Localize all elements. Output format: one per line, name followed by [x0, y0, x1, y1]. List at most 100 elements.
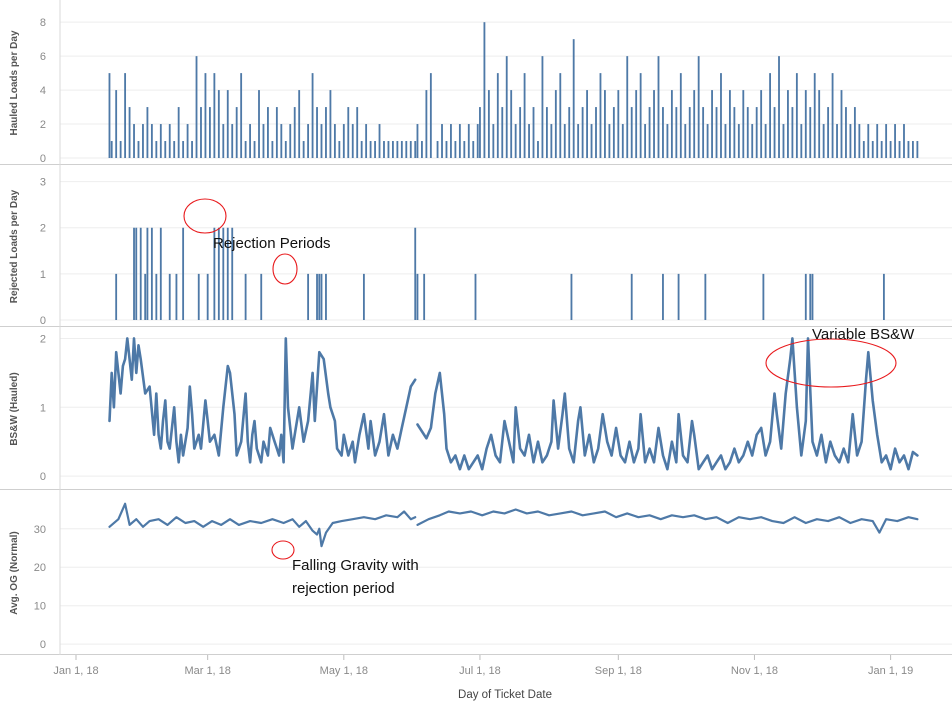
hauled-bar	[253, 141, 256, 158]
hauled-bar	[213, 73, 216, 158]
hauled-bar	[119, 141, 122, 158]
hauled-bar	[787, 90, 789, 158]
bsw-y-tick-label: 2	[40, 333, 46, 345]
hauled-bar	[876, 124, 879, 158]
hauled-bar	[885, 124, 888, 158]
hauled-bar	[351, 124, 354, 158]
rejected-bar	[570, 273, 573, 320]
hauled-bar	[445, 141, 448, 158]
hauled-bar	[822, 124, 825, 158]
hauled-bar	[222, 124, 225, 158]
rejected-bar	[423, 273, 426, 320]
hauled-bar	[133, 124, 135, 158]
hauled-bar	[782, 124, 785, 158]
rejected-bar	[704, 273, 707, 320]
hauled-bar	[298, 90, 301, 158]
hauled-bar	[235, 107, 238, 158]
hauled-bar	[657, 56, 660, 158]
hauled-y-axis-label: Hauled Loads per Day	[9, 30, 20, 135]
hauled-bar	[778, 56, 780, 158]
hauled-bar	[849, 124, 852, 158]
hauled-bar	[262, 124, 265, 158]
hauled-bar	[182, 141, 185, 158]
hauled-bar	[360, 141, 363, 158]
hauled-bar	[563, 124, 566, 158]
hauled-bar	[191, 141, 193, 158]
hauled-bar	[586, 90, 588, 158]
hauled-bar	[155, 141, 158, 158]
hauled-bar	[853, 107, 856, 158]
hauled-bar	[338, 141, 341, 158]
hauled-bar	[409, 141, 412, 158]
hauled-bar	[733, 107, 736, 158]
hauled-bar	[675, 107, 678, 158]
hauled-bar	[858, 124, 861, 158]
rejected-bar	[217, 227, 220, 320]
hauled-bar	[391, 141, 394, 158]
hauled-bar	[630, 107, 633, 158]
og-y-tick-label: 0	[40, 639, 46, 651]
hauled-bar	[200, 107, 202, 158]
hauled-bar	[595, 107, 597, 158]
hauled-bar	[208, 107, 211, 158]
hauled-bar	[916, 141, 919, 158]
hauled-bar	[621, 124, 624, 158]
hauled-bar	[333, 124, 336, 158]
hauled-bar	[666, 124, 669, 158]
hauled-bar	[697, 56, 700, 158]
hauled-bar	[688, 107, 691, 158]
hauled-bar	[519, 107, 522, 158]
og-line	[108, 502, 417, 548]
hauled-bar	[378, 124, 381, 158]
hauled-bar	[311, 73, 314, 158]
hauled-bar	[764, 124, 767, 158]
hauled-bar	[369, 141, 372, 158]
hauled-bar	[889, 141, 892, 158]
hauled-bar	[599, 73, 602, 158]
hauled-bar	[450, 124, 452, 158]
hauled-bar	[827, 107, 830, 158]
rejected-bar	[206, 273, 209, 320]
hauled-bar	[769, 73, 771, 158]
x-tick-label: May 1, 18	[320, 665, 368, 677]
hauled-bar	[604, 90, 606, 158]
hauled-bar	[414, 141, 417, 158]
rejected-bar	[226, 227, 229, 320]
rejected-bar	[882, 273, 885, 320]
rejected-bar	[115, 273, 118, 320]
hauled-bar	[307, 124, 310, 158]
hauled-bar	[653, 90, 655, 158]
hauled-bar	[831, 73, 834, 158]
hauled-bar	[441, 124, 443, 158]
hauled-bar	[510, 90, 513, 158]
hauled-bar	[684, 124, 687, 158]
rejected-bar	[474, 273, 477, 320]
og-y-tick-label: 10	[34, 601, 46, 613]
hauled-bar	[110, 141, 113, 158]
hauled-bar	[608, 124, 611, 158]
hauled-bar	[365, 124, 368, 158]
hauled-bar	[231, 124, 234, 158]
hauled-bar	[590, 124, 593, 158]
hauled-bar	[728, 90, 731, 158]
hauled-bar	[818, 90, 821, 158]
hauled-bar	[568, 107, 571, 158]
hauled-bar	[670, 90, 673, 158]
rejected-bar	[175, 273, 178, 320]
hauled-y-tick-label: 2	[40, 119, 46, 131]
hauled-bar	[289, 124, 292, 158]
hauled-bar	[528, 124, 530, 158]
hauled-bar	[559, 73, 562, 158]
hauled-bar	[706, 124, 709, 158]
hauled-bar	[186, 124, 189, 158]
rejected-y-axis-label: Rejected Loads per Day	[9, 189, 20, 303]
rejected-bar	[139, 227, 142, 320]
hauled-bar	[845, 107, 847, 158]
rejected-bar	[155, 273, 158, 320]
hauled-bar	[898, 141, 901, 158]
hauled-bar	[142, 124, 144, 158]
hauled-bar	[400, 141, 403, 158]
rejected-bar	[318, 273, 321, 320]
hauled-bar	[487, 90, 490, 158]
rejected-bar	[677, 273, 680, 320]
